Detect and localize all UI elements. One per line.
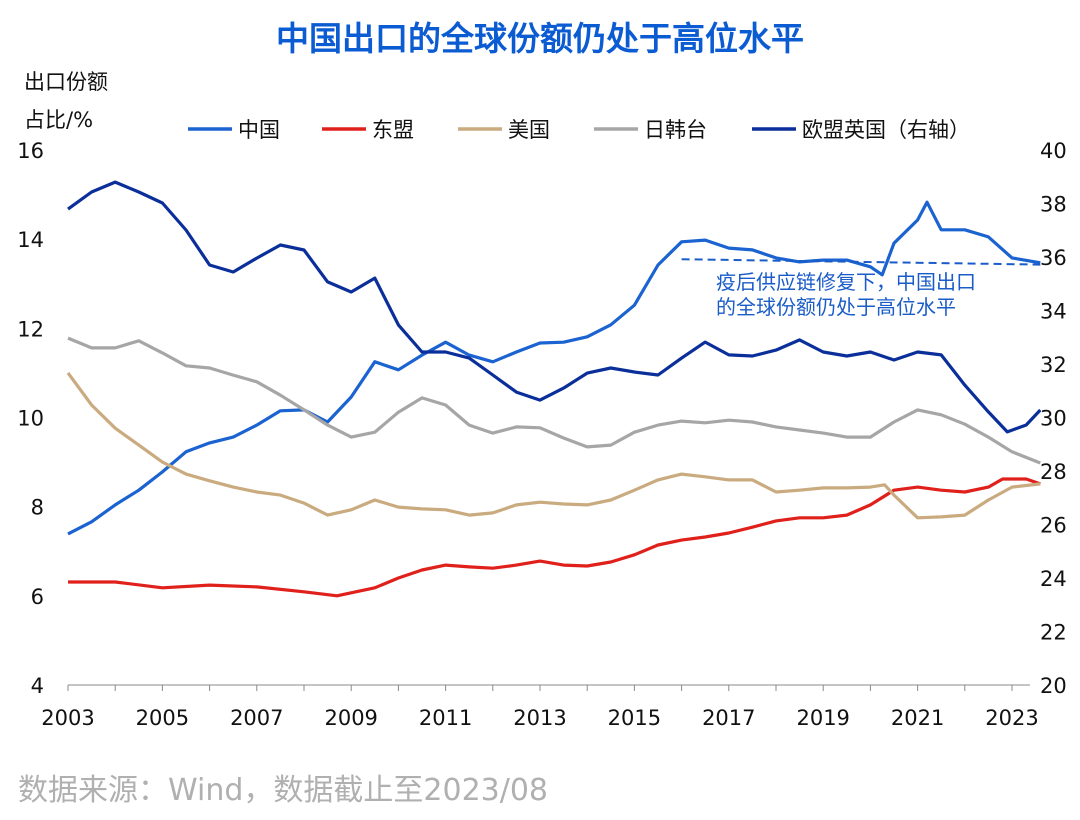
y2-tick-label: 34 bbox=[1040, 300, 1067, 324]
y-axis-label-line1: 出口份额 bbox=[24, 70, 108, 94]
y2-tick-label: 22 bbox=[1040, 621, 1067, 645]
annotation-dashed-line bbox=[681, 258, 1041, 266]
legend-label-1: 东盟 bbox=[372, 118, 414, 142]
legend-label-4: 欧盟英国（右轴） bbox=[802, 118, 970, 142]
x-tick-label: 2013 bbox=[513, 706, 566, 730]
y2-tick-label: 24 bbox=[1040, 567, 1067, 591]
y2-tick-label: 20 bbox=[1040, 674, 1067, 698]
x-tick-label: 2011 bbox=[419, 706, 472, 730]
y-tick-label: 8 bbox=[31, 496, 44, 520]
y2-tick-label: 26 bbox=[1040, 514, 1067, 538]
chart-title: 中国出口的全球份额仍处于高位水平 bbox=[276, 19, 804, 58]
y2-tick-label: 30 bbox=[1040, 407, 1067, 431]
y-tick-label: 4 bbox=[31, 674, 44, 698]
series-line-4 bbox=[67, 180, 1042, 434]
source-note: 数据来源：Wind，数据截止至2023/08 bbox=[18, 773, 549, 808]
y-axis-label-line2: 占比/% bbox=[24, 108, 94, 132]
x-tick-label: 2017 bbox=[702, 706, 755, 730]
y-tick-label: 14 bbox=[17, 228, 44, 252]
y2-tick-label: 40 bbox=[1040, 139, 1067, 163]
x-tick-label: 2009 bbox=[324, 706, 377, 730]
x-tick-label: 2023 bbox=[985, 706, 1038, 730]
series-line-2 bbox=[66, 371, 1041, 520]
annotation-text-line: 疫后供应链修复下，中国出口 bbox=[716, 270, 976, 294]
legend-label-0: 中国 bbox=[238, 118, 280, 142]
series-line-3 bbox=[67, 336, 1041, 465]
y2-tick-label: 32 bbox=[1040, 353, 1067, 377]
series-line-1 bbox=[68, 477, 1041, 598]
y-tick-label: 16 bbox=[17, 139, 44, 163]
series-line-0 bbox=[67, 200, 1041, 536]
x-tick-label: 2005 bbox=[136, 706, 189, 730]
x-tick-label: 2003 bbox=[41, 706, 94, 730]
legend-label-3: 日韩台 bbox=[644, 118, 707, 142]
y-tick-label: 10 bbox=[17, 407, 44, 431]
x-tick-label: 2007 bbox=[230, 706, 283, 730]
legend-label-2: 美国 bbox=[508, 118, 550, 142]
annotation-text-line: 的全球份额仍处于高位水平 bbox=[716, 295, 956, 319]
y2-tick-label: 28 bbox=[1040, 460, 1067, 484]
y-tick-label: 12 bbox=[17, 317, 44, 341]
y2-tick-label: 36 bbox=[1040, 246, 1067, 270]
x-tick-label: 2015 bbox=[608, 706, 661, 730]
x-tick-label: 2019 bbox=[796, 706, 849, 730]
y2-tick-label: 38 bbox=[1040, 193, 1067, 217]
x-tick-label: 2021 bbox=[891, 706, 944, 730]
y-tick-label: 6 bbox=[31, 585, 44, 609]
